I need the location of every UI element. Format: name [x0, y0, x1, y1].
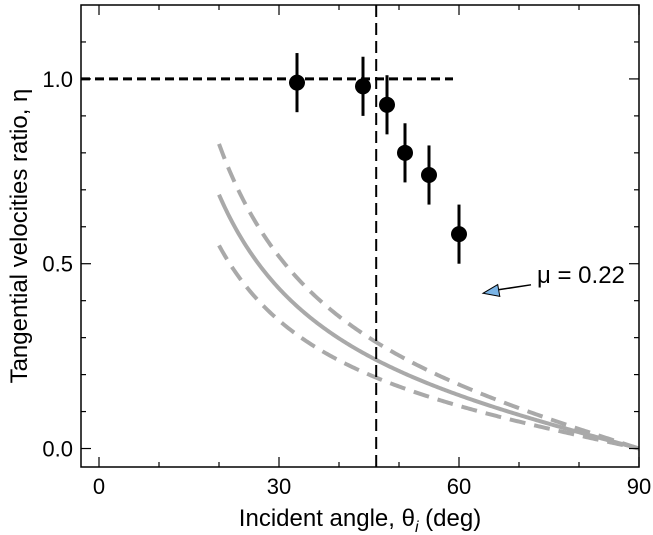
model-lower-bound-curve	[217, 244, 639, 451]
x-axis-label: Incident angle, θi (deg)	[239, 505, 481, 535]
data-points	[289, 53, 467, 264]
reference-lines	[81, 5, 453, 467]
y-tick-label: 1.0	[42, 67, 73, 92]
data-point	[289, 74, 305, 91]
axis-ticks	[81, 5, 640, 467]
data-point	[421, 167, 437, 184]
data-point	[397, 144, 413, 161]
mu-label: μ = 0.22	[537, 262, 625, 289]
annotation-arrow-line	[494, 284, 532, 292]
y-axis-label: Tangential velocities ratio, η	[6, 89, 33, 384]
data-point	[379, 96, 395, 113]
plot-area	[81, 5, 639, 467]
data-point	[355, 78, 371, 95]
y-tick-label: 0.0	[42, 437, 73, 462]
model-curves	[217, 143, 639, 451]
model-curve	[217, 193, 639, 451]
x-tick-label: 60	[447, 474, 471, 499]
plot-frame	[80, 4, 640, 468]
annotation-arrowhead	[481, 283, 501, 298]
x-tick-label: 0	[93, 474, 105, 499]
mu-annotation: μ = 0.22	[481, 262, 625, 298]
data-point	[451, 226, 467, 243]
x-tick-label: 30	[267, 474, 291, 499]
y-tick-label: 0.5	[42, 252, 73, 277]
x-tick-label: 90	[627, 474, 651, 499]
tick-labels: 0 30 60 90 0.0 0.5 1.0	[42, 67, 651, 499]
